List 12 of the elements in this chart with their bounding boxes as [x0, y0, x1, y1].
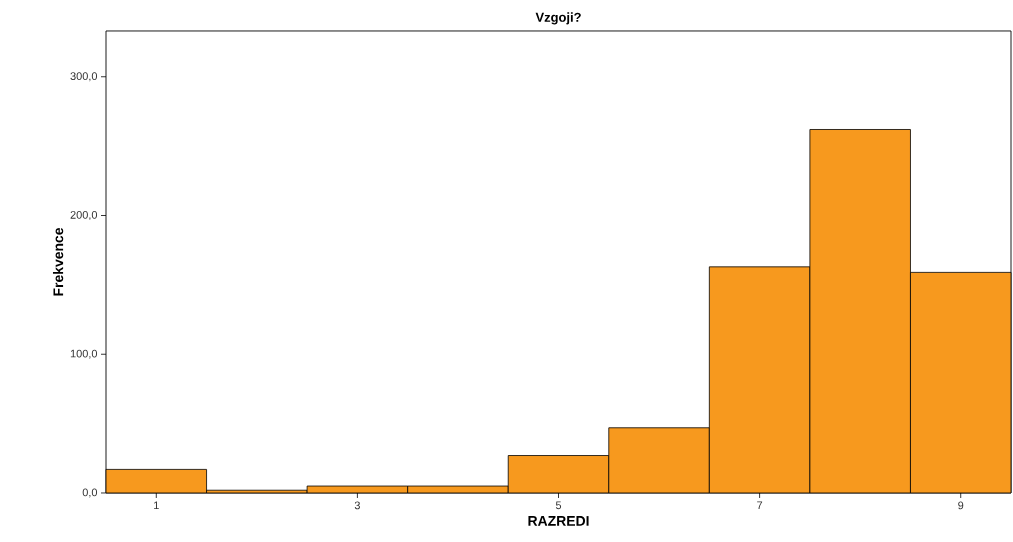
x-tick-label: 7: [757, 501, 763, 510]
y-tick-label: 0,0: [82, 488, 98, 498]
x-tick-label: 9: [958, 501, 964, 510]
y-tick-label: 200,0: [70, 210, 98, 221]
y-axis-title: Frekvence: [52, 227, 64, 296]
x-tick-label: 1: [154, 501, 159, 510]
y-tick-label: 300,0: [70, 72, 98, 82]
chart-title: Vzgoji?: [535, 12, 581, 25]
x-tick-label: 3: [354, 501, 360, 510]
x-tick-label: 5: [555, 501, 562, 510]
y-tick-label: 100,0: [70, 349, 98, 359]
x-axis-title: RAZREDI: [528, 516, 589, 526]
